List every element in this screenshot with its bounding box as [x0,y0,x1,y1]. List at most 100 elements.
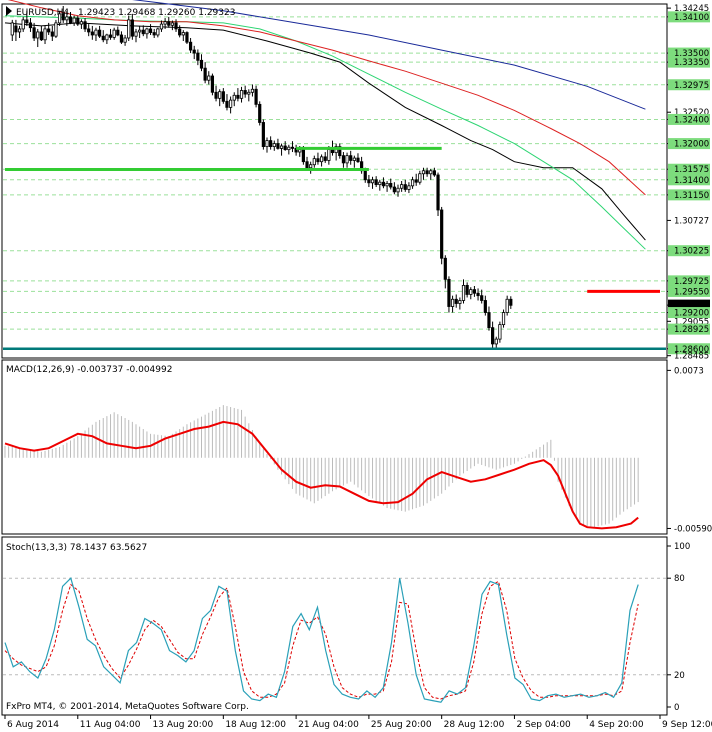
candle-body-70 [265,140,269,148]
price-label-8: 1.31575 [674,165,709,175]
macd-label-0: 0.0073 [674,366,704,376]
candle-body-6 [32,27,36,39]
candle-90 [338,143,342,159]
candle-30 [119,31,124,45]
candle-body-24 [98,29,102,37]
candle-115 [429,168,433,180]
candle-1 [14,19,18,41]
time-label-4: 21 Aug 04:00 [298,720,359,730]
candle-85 [319,154,324,167]
candle-16 [68,12,73,25]
macd-axis: 0.0073 -0.005904 [667,366,712,534]
candle-99 [370,176,375,189]
candle-102 [381,177,386,189]
candle-2 [17,25,22,38]
candle-77 [290,141,295,153]
candle-body-67 [254,88,258,105]
candle-body-82 [309,164,313,169]
time-label-5: 25 Aug 20:00 [371,720,432,730]
price-highlight-box-19 [668,343,710,355]
candle-body-10 [47,28,51,33]
candle-104 [389,178,393,190]
candle-37 [145,27,149,39]
candle-108 [403,179,407,192]
candle-body-39 [152,32,156,36]
candle-body-105 [392,186,396,193]
candle-body-54 [207,75,211,81]
candle-74 [279,143,284,156]
candle-body-134 [498,324,502,340]
time-label-7: 2 Sep 04:00 [516,720,571,730]
candle-body-126 [469,289,473,295]
stoch-panel[interactable]: 100 80 20 0 Stoch(13,3,3) 78.1437 63.5627 F… [1,536,690,716]
candle-113 [421,167,426,180]
candle-73 [276,138,280,150]
candle-body-107 [400,184,404,189]
candle-36 [141,25,145,37]
candle-25 [101,30,105,43]
candle-83 [312,155,316,168]
collapse-arrow-icon[interactable] [6,6,12,16]
candle-body-40 [156,28,160,36]
candle-body-43 [167,21,171,26]
candle-body-20 [83,21,87,30]
candle-86 [323,152,327,163]
candle-body-94 [352,157,356,161]
candle-body-93 [349,155,353,161]
candle-body-60 [229,99,233,108]
candle-71 [269,136,273,150]
candle-61 [232,92,236,107]
candle-body-135 [501,312,506,326]
candle-body-41 [159,23,164,30]
candle-body-123 [458,300,462,304]
candle-13 [57,10,62,26]
candle-body-1 [14,25,18,33]
price-label-15: 1.29323 [674,301,709,311]
candle-body-46 [178,28,182,36]
candle-134 [498,321,502,343]
candle-75 [283,141,287,151]
candle-body-44 [170,22,174,26]
candle-120 [447,276,451,313]
candle-118 [440,206,444,265]
macd-panel[interactable]: 0.0073 -0.005904 MACD(12,26,9) -0.003737 … [1,359,712,535]
candle-39 [152,28,156,38]
candle-114 [425,167,429,177]
candle-body-76 [287,146,291,151]
candle-body-22 [90,31,94,36]
candle-body-51 [196,52,200,61]
stoch-label-1: 80 [674,574,685,584]
price-highlight-box-10 [668,189,710,201]
candle-body-0 [10,22,14,36]
candle-91 [341,152,346,168]
stoch-header: Stoch(13,3,3) 78.1437 63.5627 [6,543,147,553]
candle-body-56 [214,91,218,99]
candle-body-131 [487,312,491,329]
candle-body-48 [185,32,189,43]
candle-137 [509,296,513,309]
candle-20 [83,18,87,32]
candle-125 [465,282,469,298]
candle-body-14 [61,13,65,21]
candle-body-2 [17,28,22,33]
candle-body-101 [378,181,382,186]
candle-body-116 [432,170,436,176]
moving-average-0 [4,22,646,241]
candle-84 [316,152,320,165]
candle-body-3 [21,19,25,30]
candle-body-12 [54,22,58,37]
candle-body-104 [389,183,393,188]
candle-40 [156,27,160,38]
price-label-17: 1.29055 [674,317,709,327]
candle-body-121 [450,298,455,307]
candle-body-37 [145,28,149,35]
candle-body-45 [174,22,178,30]
candle-18 [76,15,80,26]
candle-53 [203,62,207,84]
stoch-panel-frame [1,536,668,716]
candle-62 [236,88,240,102]
candle-105 [392,182,396,195]
candle-body-100 [374,179,378,186]
